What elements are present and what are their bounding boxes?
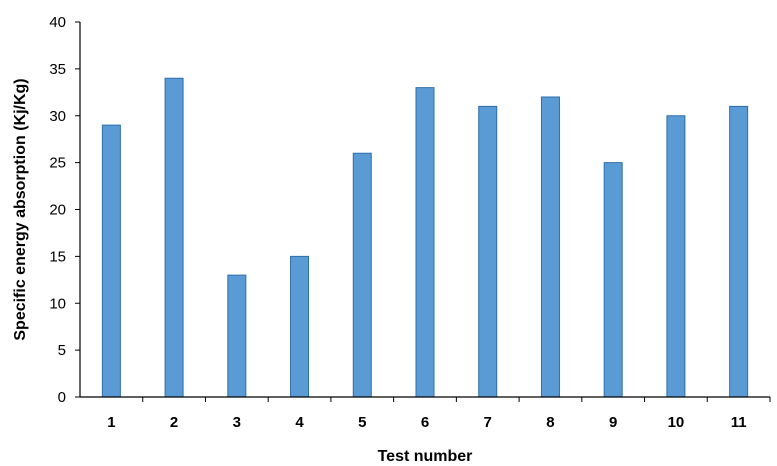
y-tick-label: 15 [49,248,66,265]
y-tick-label: 20 [49,202,66,219]
x-tick-label: 3 [233,414,241,431]
bar-test-5 [352,152,372,398]
y-tick-label: 0 [58,389,66,406]
y-tick-label: 35 [49,61,66,78]
bar-test-8 [540,96,560,398]
y-axis-ticks: 0 5 10 15 20 25 30 35 40 [49,14,80,406]
bar-test-6 [415,87,435,398]
y-tick-label: 40 [49,14,66,31]
x-tick-label: 8 [546,414,554,431]
bar-test-2 [164,77,184,398]
x-tick-label: 9 [609,414,617,431]
y-tick-label: 30 [49,108,66,125]
bars [101,77,749,398]
y-tick-label: 5 [58,342,66,359]
bar-test-7 [478,105,498,398]
x-tick-label: 5 [358,414,366,431]
x-tick-label: 10 [668,414,685,431]
y-tick-label: 25 [49,155,66,172]
x-axis-ticks: 1 2 3 4 5 6 7 8 9 10 11 [107,397,771,431]
bar-test-3 [227,274,247,398]
x-tick-label: 6 [421,414,429,431]
bar-test-11 [729,105,749,398]
x-axis-title: Test number [378,448,473,465]
x-tick-label: 2 [170,414,178,431]
bar-test-4 [290,255,310,398]
bar-test-1 [101,124,121,398]
bar-test-9 [603,162,623,398]
y-tick-label: 10 [49,295,66,312]
y-axis-title: Specific energy absorption (Kj/Kg) [12,78,29,340]
x-tick-label: 4 [295,414,304,431]
x-tick-label: 11 [731,414,747,431]
x-tick-label: 1 [107,414,115,431]
x-tick-label: 7 [484,414,492,431]
bar-test-10 [666,115,686,398]
